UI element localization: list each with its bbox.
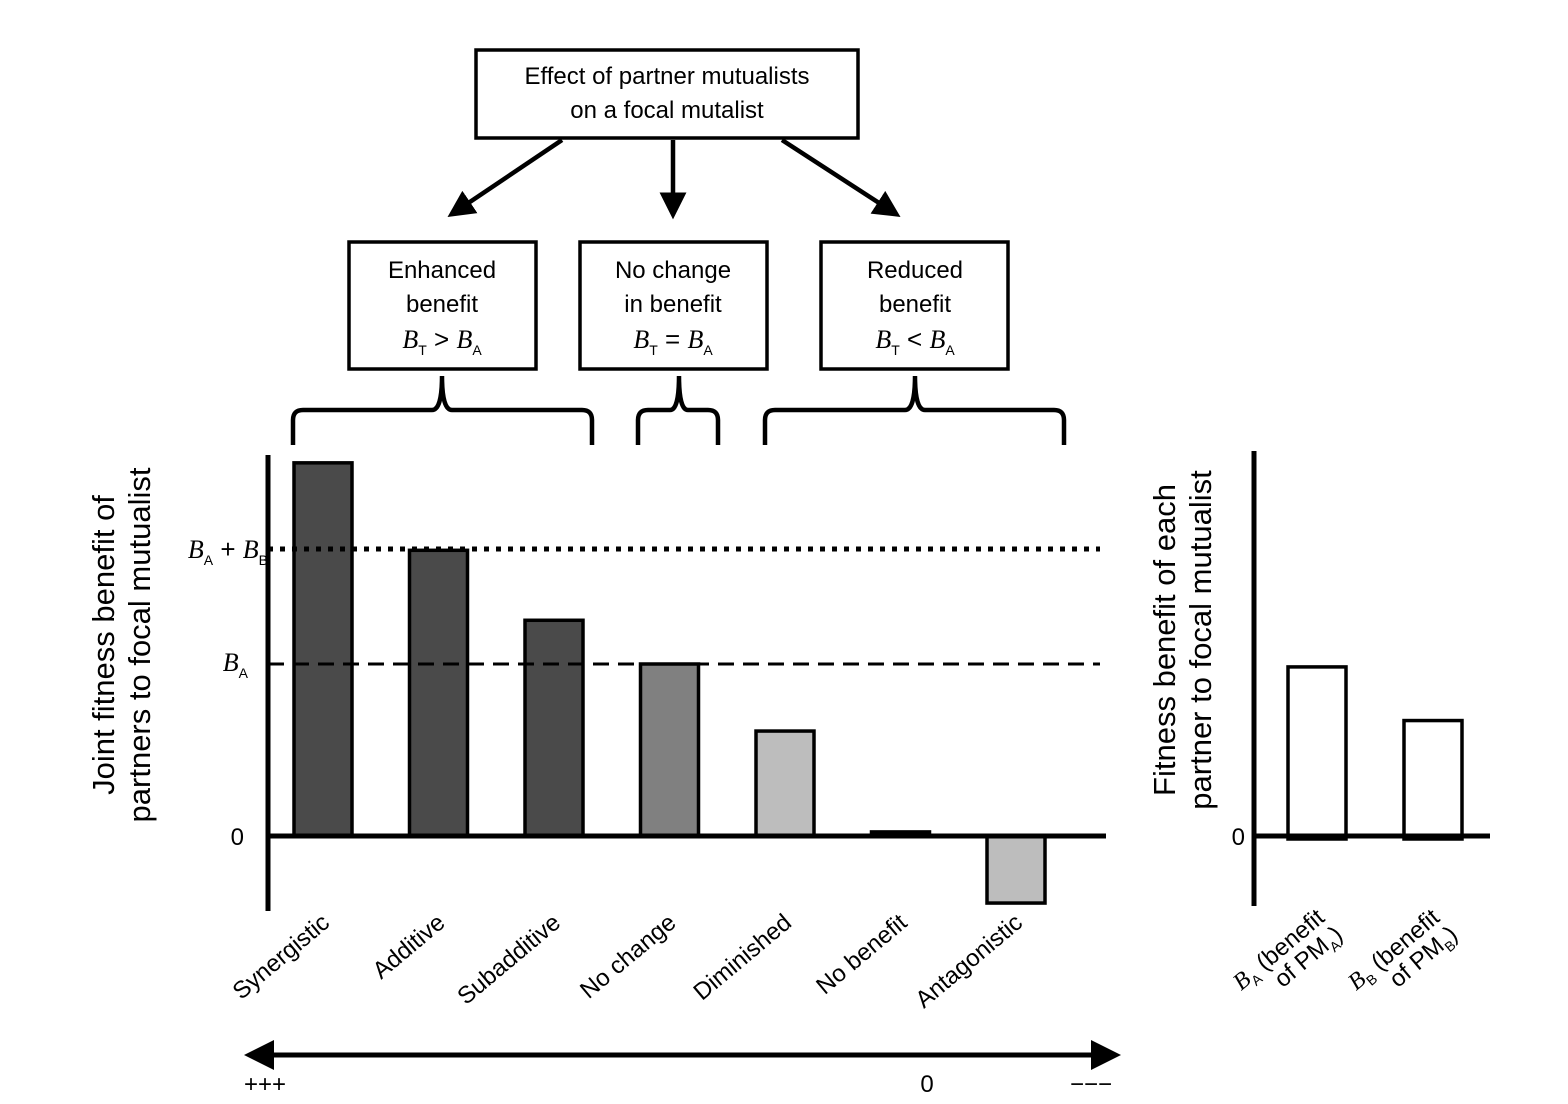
side-bars [1286, 665, 1464, 841]
box-no-change-formula: BT = BA [633, 324, 713, 358]
bar-no-change [638, 662, 701, 838]
category-label-no-change: No change [575, 909, 681, 1004]
bracket-no-change [635, 375, 721, 445]
main-y-axis-label-line2: partners to focal mutualist [122, 467, 157, 822]
box-reduced: Reduced benefit BT < BA [819, 240, 1010, 371]
bar-additive [407, 548, 470, 838]
main-category-labels: Synergistic Additive Subadditive No change D… [228, 909, 1028, 1014]
main-y-axis-label-line1: Joint fitness benefit of [86, 495, 121, 795]
arrow-reduced [780, 138, 901, 217]
box-no-change-line1: No change [615, 257, 731, 284]
category-label-synergistic: Synergistic [228, 909, 335, 1005]
box-reduced-line1: Reduced [867, 257, 963, 284]
box-enhanced-line1: Enhanced [388, 257, 496, 284]
arrow-enhanced [447, 138, 564, 218]
box-no-change-line2: in benefit [624, 291, 722, 318]
ref-label-ba: BA [223, 648, 249, 681]
side-chart: Fitness benefit of each partner to focal… [1147, 451, 1490, 996]
bracket-enhanced [290, 375, 595, 445]
top-box-line2: on a focal mutalist [570, 97, 764, 124]
continuum-left-label: +++ [244, 1071, 286, 1098]
side-y-axis-label-line2: partner to focal mutualist [1183, 470, 1218, 810]
bar-diminished [754, 729, 816, 838]
box-enhanced: Enhanced benefit BT > BA [347, 240, 538, 371]
box-reduced-formula: BT < BA [875, 324, 955, 358]
main-bars [292, 461, 1047, 905]
bracket-reduced [762, 375, 1067, 445]
bar-antagonistic [985, 834, 1047, 905]
category-label-diminished: Diminished [689, 909, 797, 1006]
bar-bb [1402, 718, 1464, 841]
side-y-axis-label-line1: Fitness benefit of each [1147, 484, 1182, 796]
bar-ba [1286, 665, 1348, 841]
box-enhanced-formula: BT > BA [402, 324, 482, 358]
box-reduced-line2: benefit [879, 291, 951, 318]
bar-subadditive [523, 618, 585, 838]
category-label-no-benefit: No benefit [811, 909, 912, 1000]
box-no-change: No change in benefit BT = BA [578, 240, 769, 371]
side-zero-label: 0 [1232, 824, 1245, 851]
category-label-antagonistic: Antagonistic [910, 909, 1028, 1014]
category-label-subadditive: Subadditive [452, 909, 565, 1010]
flow-arrows [447, 138, 901, 220]
ref-label-ba-plus-bb: BA + BB [188, 534, 268, 568]
continuum-middle-label: 0 [920, 1071, 933, 1098]
top-box-line1: Effect of partner mutualists [524, 63, 809, 90]
bar-synergistic [292, 461, 354, 838]
continuum-right-label: −−− [1070, 1071, 1112, 1098]
continuum-axis: +++ 0 −−− [244, 1040, 1121, 1098]
box-enhanced-line2: benefit [406, 291, 478, 318]
main-chart: Joint fitness benefit of partners to foc… [86, 455, 1106, 1014]
category-label-additive: Additive [368, 909, 451, 985]
brackets [290, 375, 1067, 445]
top-box: Effect of partner mutualists on a focal … [474, 48, 860, 140]
main-zero-label: 0 [231, 824, 244, 851]
